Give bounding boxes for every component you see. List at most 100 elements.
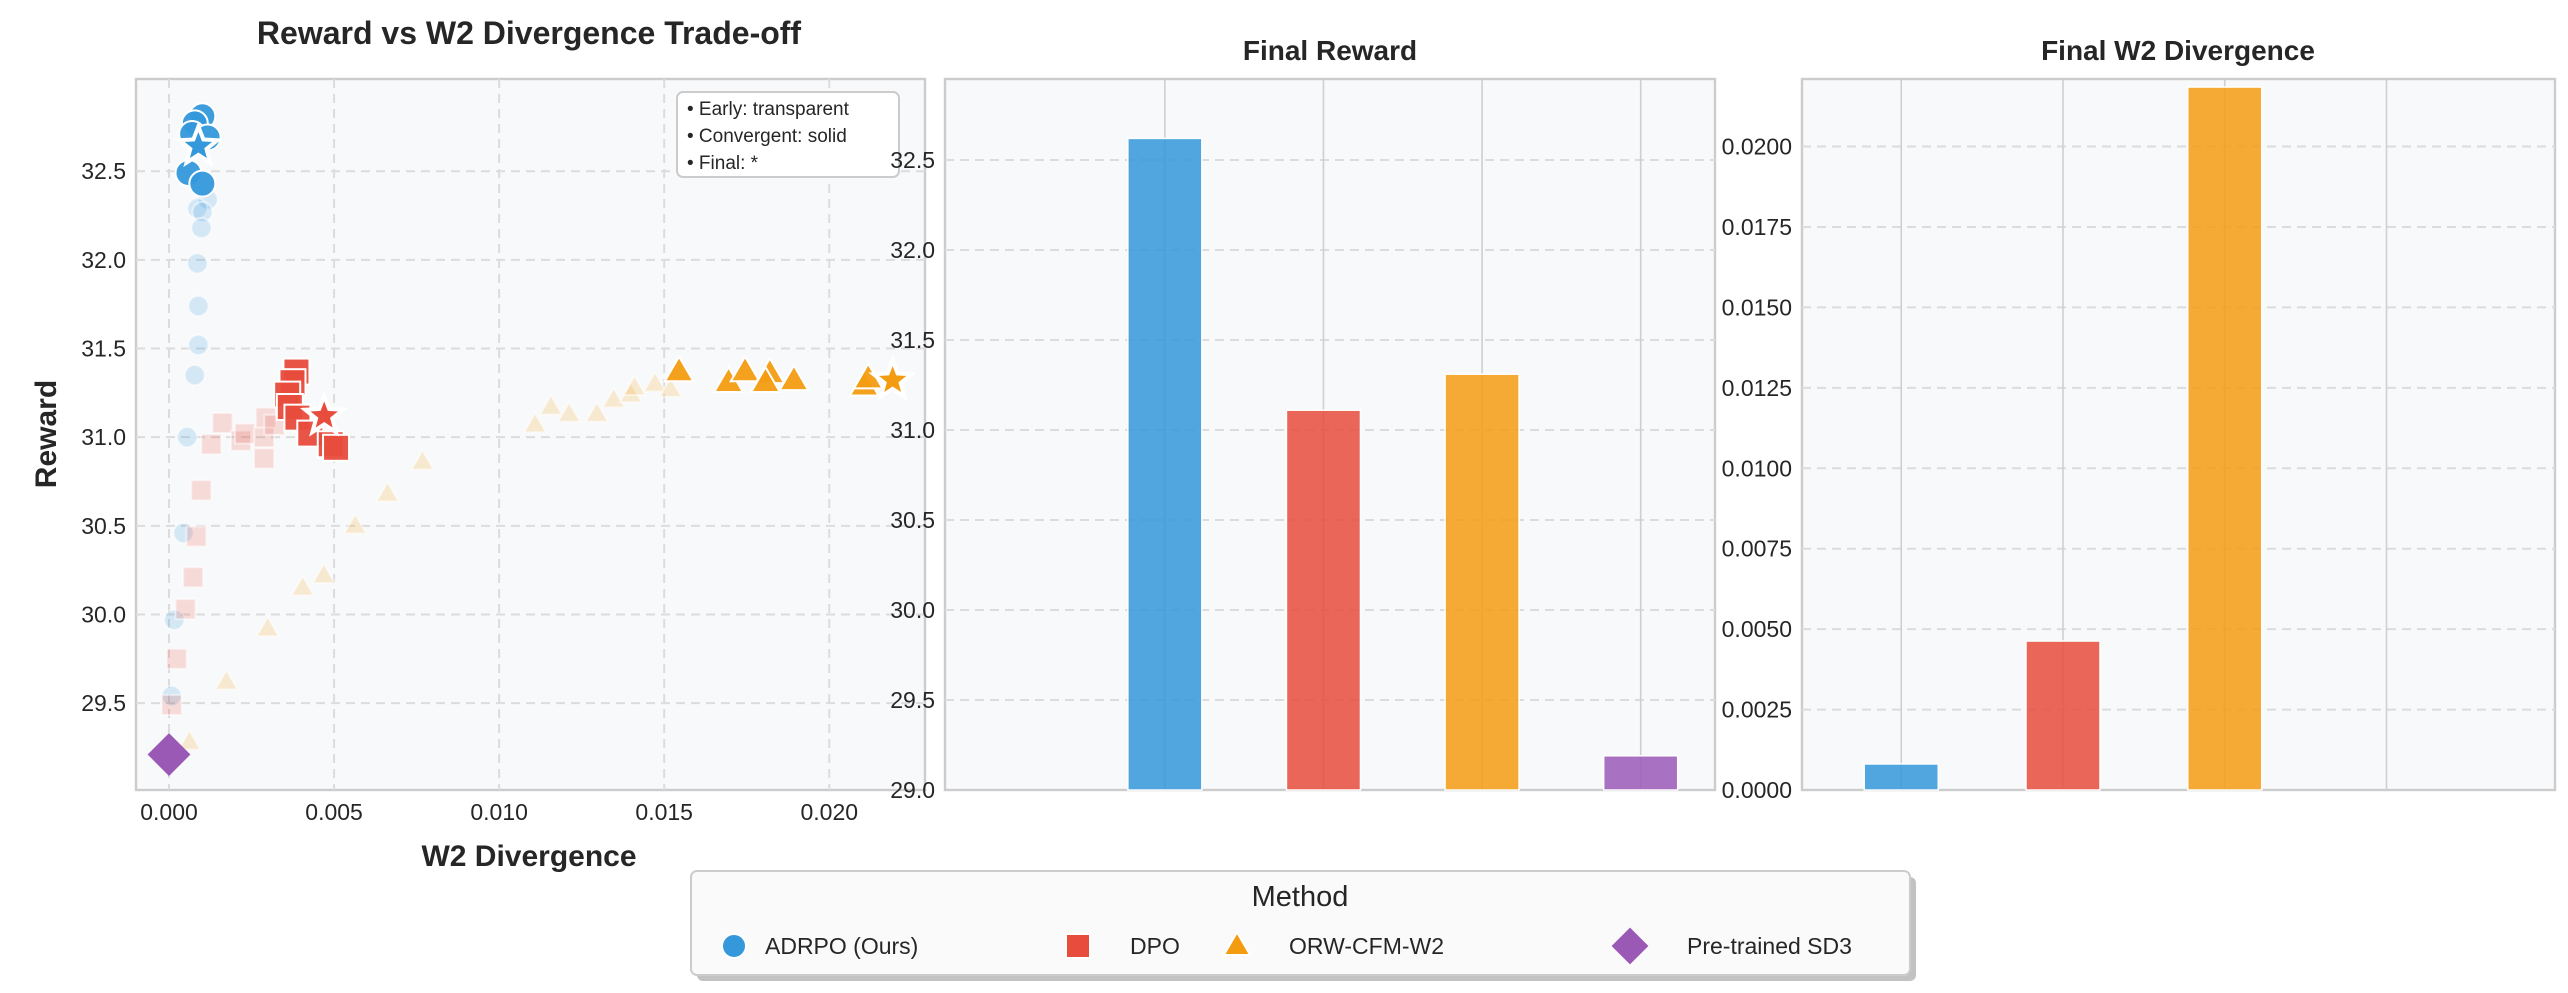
legend-marker-circle <box>721 933 747 959</box>
final-point-star <box>868 354 918 402</box>
y-tick-label: 32.0 <box>81 247 126 273</box>
legend-label: ADRPO (Ours) <box>765 933 918 959</box>
y-tick-label: 0.0125 <box>1722 375 1792 401</box>
y-tick-label: 0.0175 <box>1722 214 1792 240</box>
y-tick-label: 31.5 <box>890 327 935 353</box>
early-point <box>254 406 277 429</box>
y-tick-label: 32.5 <box>890 147 935 173</box>
bar <box>1444 373 1520 791</box>
legend-label: Pre-trained SD3 <box>1687 933 1852 959</box>
annotation-line: • Early: transparent <box>687 99 850 120</box>
bar <box>2025 640 2101 791</box>
x-tick-label: 0.020 <box>800 799 858 825</box>
early-point <box>409 448 436 471</box>
bar <box>2186 86 2263 791</box>
early-point <box>253 447 276 470</box>
early-point <box>213 668 240 691</box>
y-tick-label: 30.5 <box>890 507 935 533</box>
annotation-line: • Final: * <box>687 153 759 174</box>
y-tick-label: 30.0 <box>890 597 935 623</box>
early-point <box>657 375 684 398</box>
early-point <box>584 400 610 423</box>
y-tick-label: 31.5 <box>81 336 126 362</box>
early-point <box>187 333 210 356</box>
early-point <box>522 411 548 434</box>
final-w2-plot-area <box>1800 77 2557 792</box>
y-tick-label: 30.5 <box>81 513 126 539</box>
early-point <box>289 574 316 597</box>
early-point <box>190 479 213 502</box>
legend-marker-triangle <box>1222 930 1252 956</box>
bar <box>1285 409 1362 791</box>
early-point <box>183 364 206 387</box>
early-point <box>190 216 213 239</box>
early-point <box>182 566 205 589</box>
x-tick-label: 0.015 <box>635 799 693 825</box>
annotation-line: • Convergent: solid <box>687 126 847 147</box>
convergent-point <box>749 365 782 393</box>
y-tick-label: 31.0 <box>890 417 935 443</box>
convergent-point <box>729 354 762 383</box>
early-point <box>211 411 234 434</box>
final-reward-title: Final Reward <box>1243 35 1417 66</box>
early-point <box>186 252 209 275</box>
convergent-point <box>322 433 351 462</box>
early-point <box>342 512 368 535</box>
early-point <box>174 598 197 621</box>
y-tick-label: 0.0000 <box>1722 777 1792 803</box>
early-point <box>200 433 223 456</box>
y-axis-label: Reward <box>30 380 63 488</box>
early-point <box>374 480 401 503</box>
final-w2-panel: Final W2 Divergence 0.0000 0.0025 0.0050 0.… <box>1722 35 2557 803</box>
convergent-point <box>188 169 217 198</box>
y-tick-label: 32.5 <box>81 158 126 184</box>
bar <box>1863 763 1939 791</box>
early-point <box>160 693 183 716</box>
legend: Method ADRPO (Ours) DPO ORW-CFM-W2 Pre-t… <box>690 870 1916 981</box>
early-point <box>538 393 564 416</box>
early-point <box>311 561 337 584</box>
convergent-point <box>663 354 696 383</box>
x-tick-label: 0.005 <box>305 799 363 825</box>
y-tick-label: 32.0 <box>890 237 935 263</box>
early-point <box>176 728 203 751</box>
final-point-star <box>299 390 349 437</box>
x-axis-label: W2 Divergence <box>421 840 636 873</box>
y-tick-label: 30.0 <box>81 601 126 627</box>
annotation-box: • Early: transparent • Convergent: solid… <box>676 91 900 178</box>
y-tick-label: 0.0025 <box>1722 697 1792 723</box>
final-point-star <box>174 120 223 168</box>
early-point <box>621 374 648 397</box>
early-point <box>556 400 582 423</box>
early-point <box>165 647 188 670</box>
y-tick-label: 29.0 <box>890 777 935 803</box>
early-point <box>172 521 195 544</box>
bar <box>1127 137 1203 791</box>
pretrained-point <box>147 733 191 776</box>
scatter-panel: Reward vs W2 Divergence Trade-off 0.000 0… <box>30 15 927 873</box>
legend-marker-square <box>1065 933 1091 959</box>
y-tick-label: 0.0100 <box>1722 455 1792 481</box>
early-point <box>642 370 668 393</box>
x-tick-label: 0.010 <box>470 799 528 825</box>
x-tick-label: 0.000 <box>140 799 198 825</box>
y-tick-label: 0.0200 <box>1722 134 1792 160</box>
y-tick-label: 31.0 <box>81 424 126 450</box>
y-tick-label: 0.0150 <box>1722 294 1792 320</box>
y-tick-label: 29.5 <box>890 687 935 713</box>
early-point <box>229 429 252 452</box>
legend-title: Method <box>1252 881 1349 913</box>
scatter-title: Reward vs W2 Divergence Trade-off <box>257 15 802 51</box>
early-point <box>254 615 281 638</box>
y-tick-label: 0.0075 <box>1722 536 1792 562</box>
y-tick-label: 29.5 <box>81 690 126 716</box>
legend-marker-diamond <box>1611 927 1649 965</box>
final-w2-title: Final W2 Divergence <box>2041 35 2315 66</box>
early-point <box>191 200 214 223</box>
early-point <box>185 525 208 548</box>
legend-label: DPO <box>1130 933 1180 959</box>
legend-label: ORW-CFM-W2 <box>1289 933 1444 959</box>
early-point <box>187 294 210 317</box>
early-point <box>176 426 199 449</box>
